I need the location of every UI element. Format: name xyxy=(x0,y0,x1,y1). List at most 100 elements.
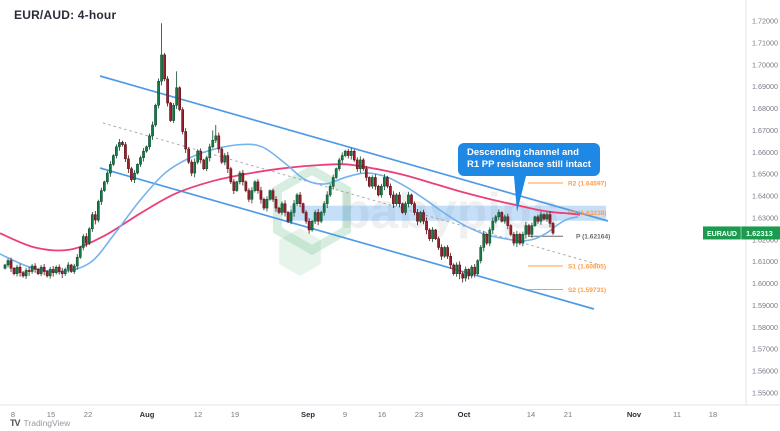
candle-body xyxy=(389,185,392,196)
candle-body xyxy=(503,216,507,222)
candle-body xyxy=(548,214,552,224)
candle-body xyxy=(494,216,498,222)
time-tick-label: 18 xyxy=(709,410,717,419)
candle-body xyxy=(151,124,154,137)
candle-body xyxy=(184,131,188,150)
price-tick-label: 1.61000 xyxy=(752,257,778,266)
candle-body xyxy=(90,214,94,230)
callout-line1: Descending channel and xyxy=(467,147,579,158)
candle-body xyxy=(404,203,407,213)
candle-body xyxy=(12,267,16,274)
price-axis[interactable]: 1.72000 1.71000 1.70000 1.69000 1.68000 1.670… xyxy=(752,17,778,398)
candle-body xyxy=(437,238,440,248)
candle-body xyxy=(319,212,323,222)
candle-body xyxy=(488,229,492,244)
candle-body xyxy=(217,135,221,150)
candle-body xyxy=(238,172,242,183)
candle-body xyxy=(166,78,169,104)
candle-body xyxy=(398,194,401,204)
candle-body xyxy=(54,266,58,273)
candle-body xyxy=(377,185,380,196)
tradingview-name: TradingView xyxy=(23,418,71,428)
candles-layer[interactable] xyxy=(3,23,555,283)
candle-body xyxy=(33,265,37,270)
candle-body xyxy=(425,220,428,231)
tradingview-attribution[interactable]: TV TradingView xyxy=(10,418,70,428)
ma-blue-line[interactable] xyxy=(0,143,579,273)
candle-body xyxy=(364,168,368,178)
candle-body xyxy=(220,148,224,163)
candle-body xyxy=(458,264,462,274)
candle-body xyxy=(112,155,115,165)
candle-body xyxy=(479,247,483,261)
candle-body xyxy=(66,264,70,270)
price-tick-label: 1.59000 xyxy=(752,301,778,310)
candle-body xyxy=(181,109,184,132)
time-tick-label: 21 xyxy=(564,410,572,419)
candle-body xyxy=(295,194,299,204)
candle-body xyxy=(334,168,338,178)
ma-pink-line[interactable] xyxy=(0,163,581,252)
price-tick-label: 1.56000 xyxy=(752,367,778,376)
candle-body xyxy=(127,158,130,169)
candle-body xyxy=(247,190,251,200)
candle-body xyxy=(42,266,46,272)
candle-body xyxy=(48,269,52,277)
annotation-callout[interactable]: Descending channel and R1 PP resistance … xyxy=(458,143,600,212)
candle-body xyxy=(355,159,359,169)
candle-body xyxy=(30,265,34,272)
candle-body xyxy=(476,260,480,274)
page-title: EUR/AUD: 4-hour xyxy=(14,8,116,22)
candle-body xyxy=(96,201,100,221)
candle-body xyxy=(322,203,326,213)
candle-body xyxy=(69,264,73,272)
candle-body xyxy=(241,172,245,183)
candle-body xyxy=(274,199,278,209)
candle-body xyxy=(422,212,425,222)
candle-body xyxy=(410,194,413,204)
candle-body xyxy=(172,104,175,121)
price-tick-label: 1.64000 xyxy=(752,192,778,201)
candle-body xyxy=(343,150,347,156)
candle-body xyxy=(286,212,290,222)
r1-resistance-zone[interactable] xyxy=(290,205,606,221)
time-tick-label: 22 xyxy=(84,410,92,419)
candle-body xyxy=(536,216,540,222)
candle-body xyxy=(337,159,341,169)
candle-body xyxy=(512,234,516,244)
candle-body xyxy=(434,229,437,239)
candle-body xyxy=(301,203,305,213)
candle-body xyxy=(539,214,543,222)
candle-body xyxy=(100,190,103,202)
candle-body xyxy=(75,257,79,267)
candle-body xyxy=(87,228,91,244)
candle-body xyxy=(461,273,465,279)
candle-body xyxy=(298,194,302,204)
candle-body xyxy=(530,225,534,235)
candle-body xyxy=(142,150,145,159)
candle-body xyxy=(196,150,200,163)
candle-body xyxy=(9,260,13,269)
last-price-value: 1.62313 xyxy=(746,229,773,238)
price-tick-label: 1.60000 xyxy=(752,279,778,288)
candle-body xyxy=(214,135,218,141)
candle-body xyxy=(358,159,362,169)
candle-body xyxy=(392,194,395,204)
candle-body xyxy=(289,212,293,222)
candle-body xyxy=(470,266,474,277)
time-axis[interactable]: 8 15 22 Aug 12 19 Sep 9 16 23 Oct 14 21 Nov 11 18 xyxy=(11,410,717,419)
callout-tail xyxy=(514,175,526,212)
candle-body xyxy=(124,144,127,160)
candle-body xyxy=(352,150,356,161)
candle-body xyxy=(307,220,311,231)
candle-body xyxy=(473,266,477,274)
candle-body xyxy=(226,155,230,169)
time-tick-label: 23 xyxy=(415,410,423,419)
candle-body xyxy=(6,260,10,266)
candle-body xyxy=(259,190,263,200)
candle-body xyxy=(292,203,296,213)
candle-body xyxy=(277,207,281,213)
candle-body xyxy=(265,199,269,209)
